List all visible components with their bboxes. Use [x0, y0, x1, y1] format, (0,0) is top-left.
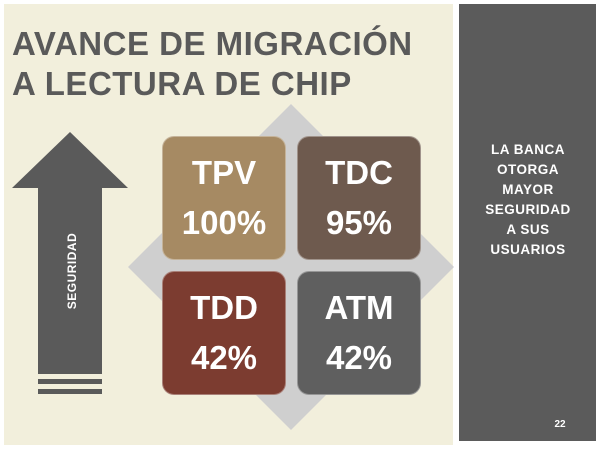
tile-tdd: TDD 42%: [162, 271, 286, 395]
tile-tpv: TPV 100%: [162, 136, 286, 260]
tile-tdd-percent: 42%: [190, 339, 258, 376]
side-text: LA BANCA OTORGA MAYOR SEGURIDAD A SUS US…: [470, 140, 586, 260]
title-line-2: A LECTURA DE CHIP: [12, 65, 352, 102]
side-text-line-4: SEGURIDAD: [485, 202, 571, 217]
arrow-label: SEGURIDAD: [65, 232, 79, 310]
tile-tpv-percent: 100%: [181, 204, 267, 241]
title-line-1: AVANCE DE MIGRACIÓN: [12, 25, 413, 62]
side-text-line-1: LA BANCA: [491, 142, 565, 157]
side-text-line-6: USUARIOS: [490, 242, 566, 257]
tile-tdc-percent: 95%: [325, 204, 393, 241]
security-arrow-icon: [12, 132, 128, 394]
side-text-line-3: MAYOR: [502, 182, 554, 197]
tile-tpv-name: TPV: [191, 154, 257, 191]
page-number: 22: [554, 419, 566, 430]
tile-atm-name: ATM: [324, 289, 394, 326]
tile-atm-percent: 42%: [325, 339, 393, 376]
tile-tdc-name: TDC: [325, 154, 393, 191]
slide-title: AVANCE DE MIGRACIÓN A LECTURA DE CHIP: [12, 24, 442, 104]
side-text-line-2: OTORGA: [496, 162, 559, 177]
tile-atm: ATM 42%: [297, 271, 421, 395]
tile-tdc: TDC 95%: [297, 136, 421, 260]
arrow-shape: [12, 132, 128, 374]
side-text-line-5: A SUS: [506, 222, 550, 237]
tile-tdd-name: TDD: [190, 289, 258, 326]
arrow-stripe-2: [38, 389, 102, 394]
sidebar-panel: [459, 4, 596, 441]
arrow-stripe-1: [38, 379, 102, 384]
